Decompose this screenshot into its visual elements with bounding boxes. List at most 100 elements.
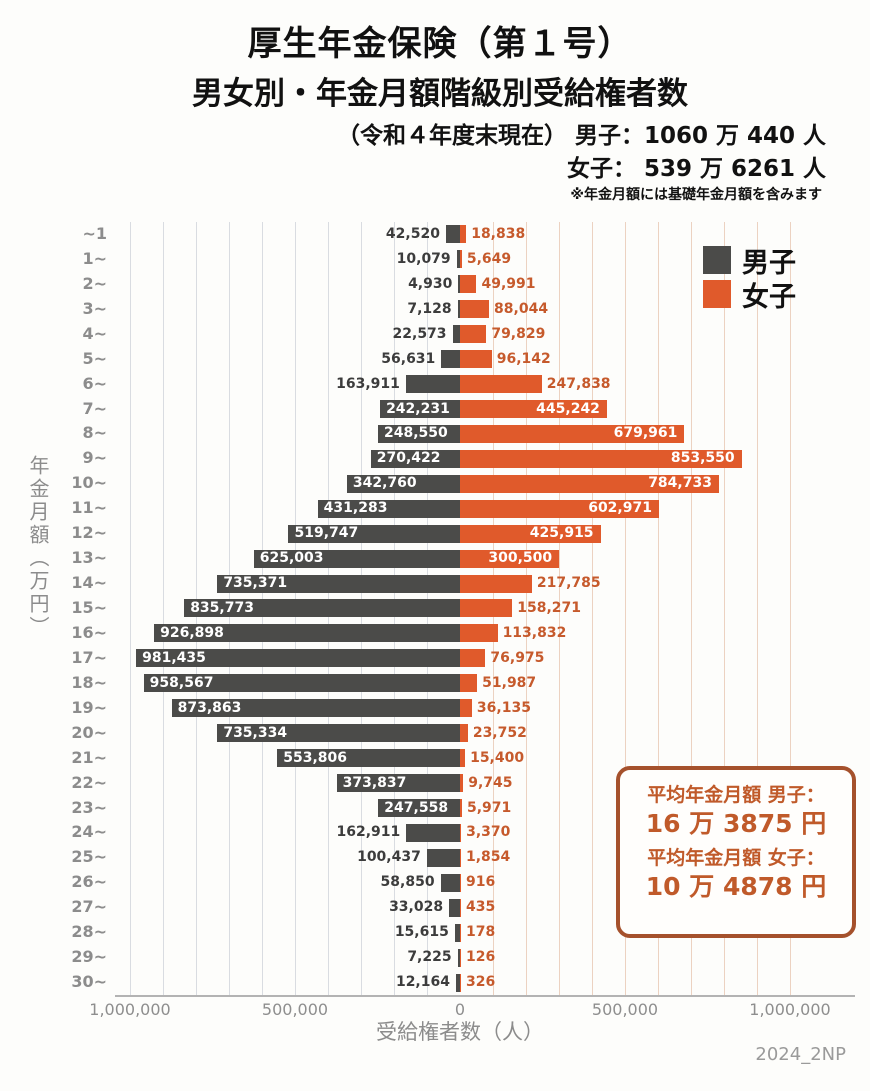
female-bar — [460, 774, 464, 793]
bar-row: 28~ 15,615 178 — [71, 920, 855, 945]
gridline — [592, 222, 593, 995]
row-label: 28~ — [71, 922, 107, 942]
female-bar — [460, 250, 462, 269]
y-axis-title: 年金月額（万円） — [26, 455, 50, 639]
gridline — [691, 222, 692, 995]
female-bar — [460, 749, 466, 768]
female-bar — [460, 524, 601, 543]
male-value-label: 248,550 — [383, 425, 448, 442]
female-value-label: 18,838 — [471, 226, 526, 242]
male-value-label: 163,911 — [336, 375, 400, 392]
legend-item-female: 女子 — [703, 277, 796, 313]
row-label: 1~ — [82, 248, 107, 268]
bar-row: 23~ 247,558 5,971 — [71, 796, 855, 821]
row-label: 14~ — [71, 573, 107, 593]
female-value-label: 326 — [466, 974, 496, 991]
row-label: 7~ — [82, 398, 107, 418]
bar-row: 5~ 56,631 96,142 — [82, 347, 855, 372]
female-bar — [460, 350, 492, 369]
gridline — [724, 222, 725, 995]
male-value-label: 373,837 — [342, 774, 407, 791]
female-bar — [460, 848, 461, 867]
male-bar — [458, 275, 460, 294]
row-label: 18~ — [71, 672, 107, 692]
x-tick-label: 1,000,000 — [749, 1000, 831, 1019]
bar-row: ~1 42,520 18,838 — [82, 222, 855, 247]
male-value-label: 873,863 — [177, 699, 242, 716]
row-label: 12~ — [71, 523, 107, 543]
female-value-label: 784,733 — [648, 475, 712, 492]
row-label: 24~ — [71, 822, 107, 842]
female-bar — [460, 798, 462, 817]
male-bar — [440, 873, 460, 892]
legend: 男子 女子 — [703, 243, 796, 313]
female-bar — [460, 375, 542, 394]
row-label: 4~ — [82, 323, 107, 343]
male-bar — [370, 449, 460, 468]
row-label: 9~ — [82, 448, 107, 468]
chart-subtitle: 男女別・年金月額階級別受給権者数 — [192, 76, 688, 112]
row-label: 11~ — [71, 498, 107, 518]
male-bar — [426, 848, 460, 867]
bar-row: 10~ 342,760 784,733 — [71, 471, 855, 496]
male-value-label: 15,615 — [394, 924, 449, 941]
female-bar — [460, 449, 742, 468]
legend-item-male: 男子 — [703, 243, 796, 279]
gridline — [526, 222, 527, 995]
female-value-label: 217,785 — [536, 575, 601, 592]
male-value-label: 958,567 — [149, 674, 214, 691]
female-value-label: 247,838 — [546, 375, 611, 392]
female-bar — [460, 474, 719, 493]
female-legend-label: 女子 — [742, 281, 796, 313]
gridline — [625, 222, 626, 995]
female-value-label: 5,649 — [466, 250, 512, 267]
female-bar — [460, 549, 560, 568]
female-bar — [460, 624, 498, 643]
female-bar — [460, 973, 461, 992]
female-bar — [460, 599, 513, 618]
male-value-label: 4,930 — [408, 275, 453, 292]
avg-male-value: 16 万 3875 円 — [645, 809, 827, 838]
female-bar — [460, 300, 490, 319]
bar-row: 14~ 735,371 217,785 — [71, 571, 855, 596]
male-total-line: （令和４年度末現在） 男子：1060 万 440 人 — [336, 123, 826, 149]
bar-row: 19~ 873,863 36,135 — [71, 696, 855, 721]
bar-row: 9~ 270,422 853,550 — [82, 446, 855, 471]
female-bar — [460, 225, 467, 244]
male-value-label: 58,850 — [380, 874, 435, 891]
male-value-label: 10,079 — [396, 250, 451, 267]
male-bar — [457, 948, 460, 967]
bar-row: 11~ 431,283 602,971 — [71, 496, 855, 521]
male-bar — [378, 798, 460, 817]
female-bar — [460, 574, 532, 593]
footnote: ※年金月額には基礎年金月額を含みます — [570, 187, 822, 203]
x-tick-label: 500,000 — [591, 1000, 659, 1019]
row-label: 25~ — [71, 847, 107, 867]
bar-row: 12~ 519,747 425,915 — [71, 521, 855, 546]
female-bar — [460, 674, 478, 693]
female-value-label: 9,745 — [468, 774, 513, 791]
female-bar — [460, 400, 607, 418]
male-bar — [377, 424, 460, 443]
plot-area: ~1 42,520 18,838 1~ 10,079 5,649 2~ 4,930 49,991… — [71, 222, 855, 997]
male-value-label: 431,283 — [323, 500, 388, 517]
bar-row: 22~ 373,837 9,745 — [71, 771, 855, 796]
female-value-label: 300,500 — [488, 550, 553, 567]
female-value-label: 51,987 — [482, 674, 537, 691]
chart-title: 厚生年金保険（第１号） — [247, 24, 633, 64]
male-bar — [288, 524, 460, 543]
male-bar — [136, 649, 460, 668]
row-label: 16~ — [71, 622, 107, 642]
male-bar — [449, 898, 460, 917]
female-total-line: 女子： 539 万 6261 人 — [566, 156, 826, 182]
female-value-label: 5,971 — [466, 799, 512, 816]
gridline — [559, 222, 560, 995]
male-bar — [217, 574, 460, 593]
bar-row: 16~ 926,898 113,832 — [71, 621, 855, 646]
male-value-label: 12,164 — [395, 974, 450, 991]
female-bar — [460, 898, 461, 917]
male-value-label: 342,760 — [352, 475, 417, 492]
bar-row: 25~ 100,437 1,854 — [71, 845, 855, 870]
bar-row: 26~ 58,850 916 — [71, 870, 855, 895]
watermark: 2024_2NP — [755, 1044, 846, 1065]
